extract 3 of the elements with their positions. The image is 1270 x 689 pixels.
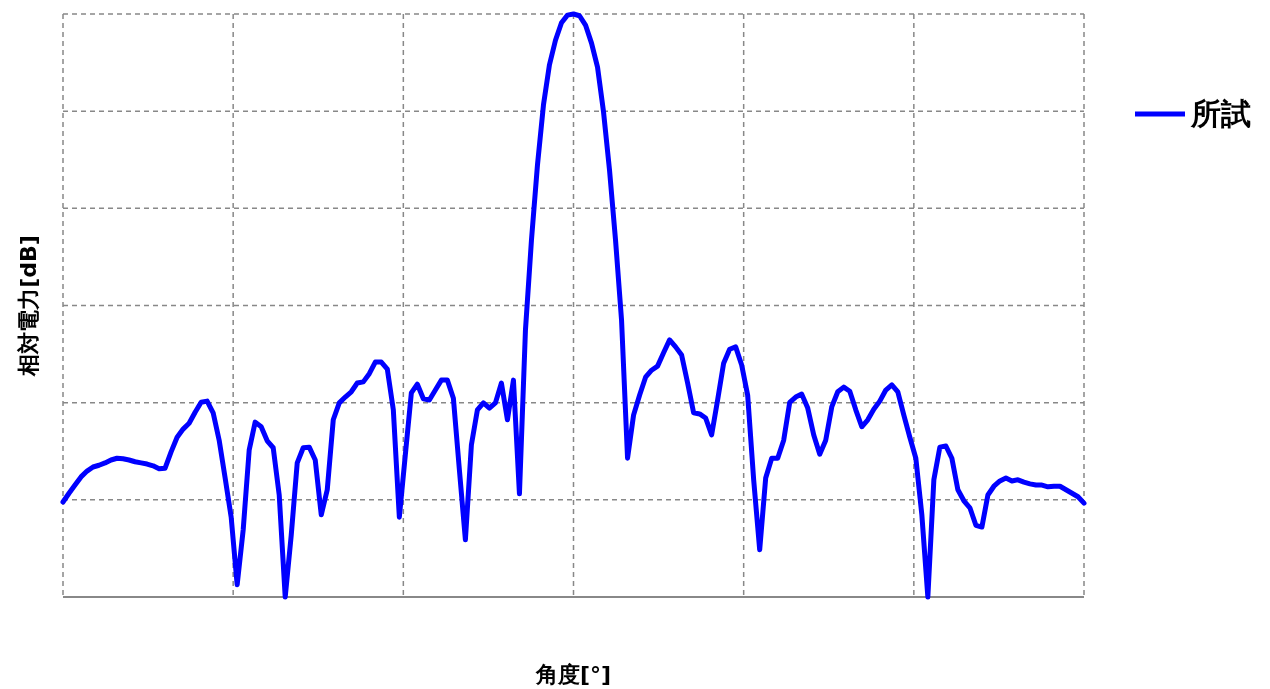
y-axis-title: 相対電力[dB] [16,235,41,377]
x-axis-title: 角度[°] [534,662,612,687]
legend-label: 所試 [1190,96,1251,131]
